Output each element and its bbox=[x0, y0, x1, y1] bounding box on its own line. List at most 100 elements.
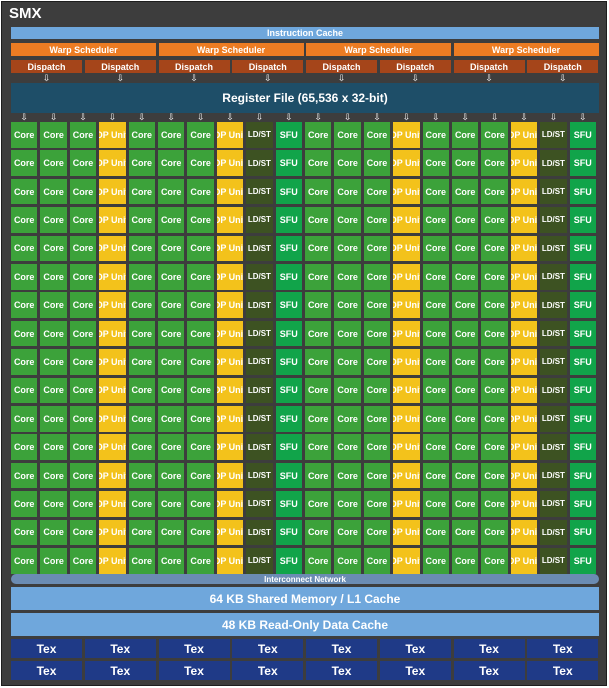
core-unit: Core bbox=[158, 491, 185, 517]
sfu-unit: SFU bbox=[275, 320, 302, 347]
ld-st-unit: LD/ST bbox=[246, 491, 273, 517]
dp-unit: DP Unit bbox=[510, 178, 538, 205]
ld-st-unit: LD/ST bbox=[246, 377, 273, 404]
core-unit: Core bbox=[452, 434, 479, 460]
core-unit: Core bbox=[305, 406, 332, 432]
core-unit: Core bbox=[452, 264, 479, 290]
texture-unit: Tex bbox=[379, 639, 451, 658]
core-unit: Core bbox=[158, 349, 185, 375]
sfu-unit: SFU bbox=[275, 122, 302, 148]
core-unit: Core bbox=[187, 377, 214, 404]
core-unit: Core bbox=[422, 207, 449, 233]
ld-st-unit: LD/ST bbox=[540, 491, 567, 517]
shared-memory-l1-cache: 64 KB Shared Memory / L1 Cache bbox=[11, 587, 599, 610]
ld-st-unit: LD/ST bbox=[540, 320, 567, 347]
core-unit: Core bbox=[128, 406, 155, 432]
core-unit: Core bbox=[158, 235, 185, 262]
core-unit: Core bbox=[11, 292, 38, 318]
dp-unit: DP Unit bbox=[510, 264, 538, 290]
core-unit: Core bbox=[334, 150, 361, 176]
dp-unit: DP Unit bbox=[99, 150, 126, 176]
ld-st-unit: LD/ST bbox=[540, 292, 567, 318]
core-unit: Core bbox=[40, 264, 67, 290]
core-unit: Core bbox=[11, 462, 38, 489]
core-unit: Core bbox=[11, 150, 38, 176]
down-arrow-icon: ⇩ bbox=[49, 113, 58, 122]
ld-st-unit: LD/ST bbox=[246, 462, 273, 489]
core-unit: Core bbox=[363, 462, 391, 489]
dp-unit: DP Unit bbox=[510, 377, 538, 404]
core-unit: Core bbox=[40, 434, 67, 460]
core-unit: Core bbox=[69, 320, 97, 347]
core-unit: Core bbox=[128, 207, 155, 233]
sfu-unit: SFU bbox=[569, 122, 596, 148]
dp-unit: DP Unit bbox=[216, 519, 244, 546]
core-unit: Core bbox=[363, 491, 391, 517]
core-unit: Core bbox=[187, 320, 214, 347]
core-unit: Core bbox=[452, 235, 479, 262]
sfu-unit: SFU bbox=[569, 235, 596, 262]
core-unit: Core bbox=[334, 349, 361, 375]
core-unit: Core bbox=[363, 548, 391, 574]
core-unit: Core bbox=[40, 150, 67, 176]
core-unit: Core bbox=[40, 548, 67, 574]
core-unit: Core bbox=[481, 349, 508, 375]
dp-unit: DP Unit bbox=[216, 406, 244, 432]
down-arrow-icon: ⇩ bbox=[337, 73, 346, 83]
core-unit: Core bbox=[11, 519, 38, 546]
core-unit: Core bbox=[187, 434, 214, 460]
dp-unit: DP Unit bbox=[510, 349, 538, 375]
down-arrow-icon: ⇩ bbox=[461, 113, 469, 122]
core-unit: Core bbox=[187, 462, 214, 489]
dp-unit: DP Unit bbox=[99, 377, 126, 404]
sfu-unit: SFU bbox=[569, 377, 596, 404]
core-unit: Core bbox=[452, 207, 479, 233]
dp-unit: DP Unit bbox=[393, 491, 420, 517]
core-unit: Core bbox=[363, 292, 391, 318]
core-unit: Core bbox=[158, 406, 185, 432]
texture-unit: Tex bbox=[306, 661, 377, 680]
dp-unit: DP Unit bbox=[510, 235, 538, 262]
core-unit: Core bbox=[128, 377, 155, 404]
core-unit: Core bbox=[128, 150, 155, 176]
ld-st-unit: LD/ST bbox=[246, 548, 273, 574]
dp-unit: DP Unit bbox=[99, 519, 126, 546]
core-unit: Core bbox=[69, 519, 97, 546]
sfu-unit: SFU bbox=[275, 349, 302, 375]
dp-unit: DP Unit bbox=[216, 434, 244, 460]
down-arrow-icon: ⇩ bbox=[108, 113, 117, 122]
sfu-unit: SFU bbox=[275, 519, 302, 546]
ld-st-unit: LD/ST bbox=[540, 235, 567, 262]
core-unit: Core bbox=[128, 519, 155, 546]
ld-st-unit: LD/ST bbox=[246, 150, 273, 176]
core-unit: Core bbox=[305, 434, 332, 460]
core-unit: Core bbox=[11, 491, 38, 517]
sfu-unit: SFU bbox=[569, 264, 596, 290]
down-arrow-icon: ⇩ bbox=[432, 113, 440, 122]
ld-st-unit: LD/ST bbox=[540, 122, 567, 148]
core-unit: Core bbox=[158, 150, 185, 176]
dp-unit: DP Unit bbox=[510, 292, 538, 318]
warp-scheduler: Warp Scheduler bbox=[158, 43, 304, 56]
sfu-unit: SFU bbox=[569, 178, 596, 205]
core-unit: Core bbox=[481, 462, 508, 489]
dp-unit: DP Unit bbox=[99, 178, 126, 205]
core-unit: Core bbox=[481, 207, 508, 233]
core-unit: Core bbox=[305, 235, 332, 262]
core-unit: Core bbox=[334, 462, 361, 489]
ld-st-unit: LD/ST bbox=[246, 320, 273, 347]
down-arrow-icon: ⇩ bbox=[411, 73, 420, 83]
dp-unit: DP Unit bbox=[393, 207, 420, 233]
core-unit: Core bbox=[452, 462, 479, 489]
core-unit: Core bbox=[40, 377, 67, 404]
core-unit: Core bbox=[363, 349, 391, 375]
core-unit: Core bbox=[305, 462, 332, 489]
core-unit: Core bbox=[40, 349, 67, 375]
core-unit: Core bbox=[158, 377, 185, 404]
core-unit: Core bbox=[422, 150, 449, 176]
dispatch-unit: Dispatch bbox=[306, 60, 377, 73]
dp-unit: DP Unit bbox=[510, 519, 538, 546]
core-unit: Core bbox=[187, 150, 214, 176]
core-unit: Core bbox=[305, 349, 332, 375]
core-unit: Core bbox=[452, 292, 479, 318]
